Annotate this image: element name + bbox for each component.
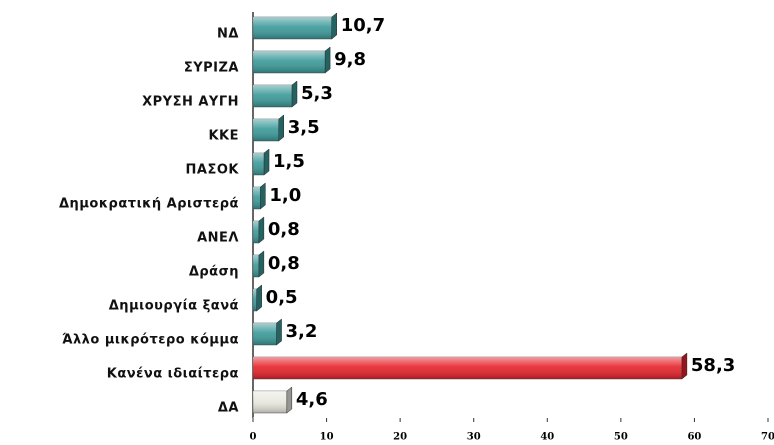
y-tick-label: ΚΚΕ (208, 129, 239, 144)
bar-side (258, 216, 265, 244)
value-label: 1,5 (273, 151, 305, 172)
value-label: 1,0 (269, 185, 301, 206)
bar-side (681, 352, 688, 380)
y-tick-label: Κανένα ιδιαίτερα (107, 367, 239, 382)
y-tick-label: ΧΡΥΣΗ ΑΥΓΗ (142, 95, 239, 110)
bar-side-dark (264, 149, 270, 175)
bar-side (276, 318, 282, 346)
x-tick-label: 60 (687, 432, 701, 443)
value-label: 0,8 (268, 253, 300, 274)
bar-side-dark (286, 387, 292, 413)
bar-side-dark (256, 285, 262, 311)
bar-side-dark (276, 319, 282, 345)
bar-shade (253, 51, 326, 73)
value-label: 4,6 (296, 389, 328, 410)
value-label: 10,7 (341, 15, 385, 36)
bar-shade (253, 17, 332, 39)
bar-side-dark (291, 81, 297, 107)
bar-side (278, 114, 284, 142)
y-tick-label: ΠΑΣΟΚ (186, 163, 240, 178)
x-tick-label: 70 (761, 432, 774, 443)
x-tick-label: 10 (320, 432, 334, 443)
bar-shade (253, 255, 259, 277)
bar-shade (253, 187, 261, 209)
y-tick-label: ΣΥΡΙΖΑ (184, 61, 239, 76)
x-tick-label: 0 (250, 432, 257, 443)
bar-side (286, 386, 293, 414)
value-label: 58,3 (691, 355, 735, 376)
bar-side-dark (331, 13, 337, 39)
bar-shade (253, 289, 257, 311)
bar-side (331, 12, 337, 40)
bar-shade (253, 119, 279, 141)
y-tick-label: ΑΝΕΛ (197, 231, 239, 246)
value-label: 0,8 (268, 219, 300, 240)
y-tick-label: ΔΑ (218, 401, 239, 416)
y-tick-label: Δημοκρατική Αριστερά (59, 197, 239, 212)
bar-side (256, 284, 262, 312)
bar-side (260, 182, 266, 210)
y-tick-label: ΝΔ (217, 27, 239, 42)
bar-side (324, 46, 331, 74)
bar-shade (253, 85, 292, 107)
bar-side-dark (325, 47, 331, 73)
bar-shade (253, 221, 259, 243)
bar-shade (253, 357, 682, 379)
x-tick-label: 30 (467, 432, 481, 443)
x-tick-label: 50 (614, 432, 628, 443)
bar-side-dark (278, 115, 284, 141)
bar-side-dark (681, 353, 687, 379)
bar-side (291, 80, 298, 108)
value-label: 3,5 (288, 117, 320, 138)
value-label: 3,2 (286, 321, 318, 342)
y-tick-label: Δράση (189, 265, 239, 280)
bar-shade (253, 323, 277, 345)
value-label: 0,5 (266, 287, 298, 308)
y-tick-label: Δημιουργία ξανά (109, 299, 239, 314)
bar-side (263, 148, 270, 176)
x-tick-label: 40 (540, 432, 554, 443)
value-label: 5,3 (301, 83, 333, 104)
bar-side-dark (258, 217, 264, 243)
bar-side-dark (260, 183, 266, 209)
bar-side-dark (258, 251, 264, 277)
bar-shade (253, 153, 265, 175)
bar-shade (253, 391, 287, 413)
y-tick-label: Άλλο μικρότερο κόμμα (62, 333, 239, 348)
value-label: 9,8 (334, 49, 366, 70)
x-tick-label: 20 (393, 432, 407, 443)
bar-side (258, 250, 265, 278)
